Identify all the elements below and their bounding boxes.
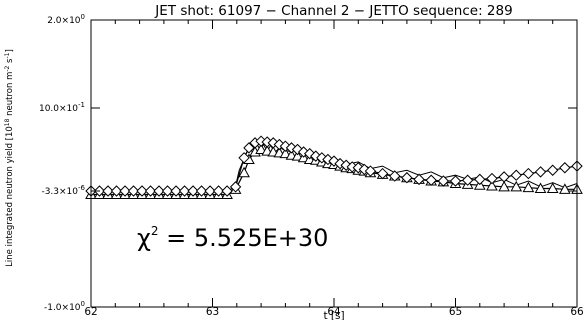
plot-layer bbox=[85, 135, 583, 199]
diamond-marker bbox=[413, 173, 425, 186]
triangle-marker bbox=[534, 182, 547, 194]
diamond-marker bbox=[425, 174, 437, 186]
triangle-marker bbox=[546, 182, 559, 194]
diamond-marker bbox=[498, 171, 510, 183]
triangle-marker bbox=[279, 147, 292, 159]
x-tick-label: 65 bbox=[449, 306, 462, 318]
y-axis-label: Line integrated neutron yield [1018 neut… bbox=[4, 49, 15, 267]
diamond-marker bbox=[534, 166, 547, 178]
diamond-marker bbox=[110, 185, 123, 197]
diamond-marker bbox=[474, 173, 486, 186]
triangle-marker bbox=[486, 179, 498, 191]
diamond-marker bbox=[243, 142, 255, 154]
diamond-marker bbox=[522, 167, 535, 180]
diamond-marker bbox=[127, 185, 140, 197]
triangle-marker bbox=[522, 181, 535, 193]
axes-layer: 62 63 64 65 66 2.0×100 10.0×10-1 -3.3×10-6 -1.0×… bbox=[39, 13, 584, 318]
diamond-marker bbox=[461, 174, 474, 186]
diamond-marker bbox=[204, 185, 216, 197]
y-tick-label: -1.0×100 bbox=[44, 300, 85, 313]
triangle-marker bbox=[559, 183, 571, 194]
diamond-marker bbox=[187, 185, 199, 197]
diamond-marker bbox=[170, 185, 182, 197]
diamond-marker bbox=[546, 164, 559, 176]
chart-title: JET shot: 61097 − Channel 2 − JETTO sequ… bbox=[154, 3, 512, 19]
diamond-marker bbox=[136, 185, 148, 197]
x-axis-label: t [s] bbox=[323, 310, 344, 320]
diamond-marker bbox=[221, 185, 233, 197]
diamond-marker bbox=[486, 172, 498, 185]
x-tick-label: 63 bbox=[206, 306, 219, 318]
diamond-marker bbox=[161, 185, 174, 197]
triangle-marker bbox=[498, 180, 510, 192]
triangle-marker bbox=[238, 166, 250, 178]
x-tick-label: 64 bbox=[327, 306, 341, 318]
y-tick-label: -3.3×10-6 bbox=[41, 184, 85, 197]
triangle-marker bbox=[291, 150, 304, 161]
diamond-marker bbox=[238, 152, 250, 164]
diamond-marker bbox=[559, 162, 571, 174]
diamond-marker bbox=[364, 165, 377, 177]
x-tick-label: 62 bbox=[84, 306, 97, 318]
triangle-marker bbox=[510, 180, 523, 192]
diamond-marker bbox=[449, 175, 462, 187]
diamond-marker bbox=[153, 185, 165, 197]
diamond-marker bbox=[437, 175, 450, 187]
y-tick-label: 2.0×100 bbox=[47, 13, 85, 26]
y-tick-label: 10.0×10-1 bbox=[39, 101, 85, 114]
diamond-marker bbox=[195, 185, 208, 197]
diamond-marker bbox=[102, 185, 114, 197]
triangle-marker bbox=[255, 143, 267, 154]
diamond-marker bbox=[510, 169, 522, 181]
diamond-marker bbox=[144, 185, 157, 197]
diamond-marker bbox=[229, 181, 242, 193]
x-tick-label: 66 bbox=[570, 306, 584, 318]
diamond-marker bbox=[119, 185, 131, 197]
diamond-marker bbox=[212, 185, 225, 197]
diamond-marker bbox=[401, 172, 413, 184]
diamond-marker bbox=[178, 185, 191, 197]
chi-square-annotation: χ2 = 5.525E+30 bbox=[137, 224, 328, 252]
diamond-marker bbox=[389, 170, 401, 182]
diamond-marker bbox=[376, 167, 389, 180]
